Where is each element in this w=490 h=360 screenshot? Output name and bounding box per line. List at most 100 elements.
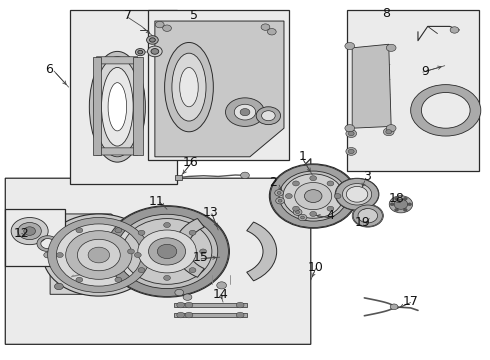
Circle shape (394, 199, 408, 209)
Circle shape (261, 24, 270, 30)
Circle shape (345, 42, 355, 50)
Circle shape (105, 206, 229, 297)
Circle shape (163, 25, 172, 31)
Circle shape (157, 244, 177, 258)
Circle shape (304, 190, 322, 203)
Circle shape (450, 27, 459, 33)
Circle shape (138, 267, 145, 273)
Circle shape (177, 312, 185, 318)
Circle shape (390, 304, 398, 310)
Text: 9: 9 (421, 64, 429, 77)
Circle shape (276, 198, 285, 204)
Circle shape (403, 208, 407, 211)
Polygon shape (50, 214, 113, 294)
Circle shape (352, 204, 383, 227)
Circle shape (164, 222, 171, 228)
Circle shape (390, 203, 394, 206)
Circle shape (115, 277, 122, 282)
Circle shape (327, 181, 334, 186)
Circle shape (177, 302, 185, 308)
Circle shape (54, 219, 63, 225)
Circle shape (386, 130, 392, 134)
Circle shape (138, 230, 145, 235)
Circle shape (403, 197, 407, 200)
Circle shape (389, 196, 413, 213)
Circle shape (394, 197, 398, 200)
Circle shape (240, 109, 250, 116)
Circle shape (66, 231, 132, 279)
Circle shape (310, 176, 317, 181)
Circle shape (335, 178, 379, 210)
Polygon shape (175, 175, 182, 180)
Circle shape (293, 209, 302, 215)
Circle shape (11, 217, 48, 245)
Wedge shape (174, 219, 204, 277)
Circle shape (102, 219, 111, 225)
Circle shape (88, 247, 110, 263)
Circle shape (185, 312, 193, 318)
Circle shape (149, 38, 155, 42)
Circle shape (294, 183, 332, 210)
Circle shape (348, 149, 354, 154)
Circle shape (293, 206, 299, 211)
Circle shape (189, 230, 196, 235)
Circle shape (115, 228, 122, 233)
Circle shape (345, 125, 355, 132)
Text: 4: 4 (327, 209, 335, 222)
Circle shape (44, 252, 51, 258)
Circle shape (138, 50, 143, 54)
Text: 15: 15 (192, 251, 208, 264)
Circle shape (310, 211, 317, 216)
Circle shape (278, 199, 282, 202)
Circle shape (189, 267, 196, 273)
Circle shape (262, 111, 275, 121)
Polygon shape (5, 158, 311, 344)
Circle shape (148, 238, 186, 265)
Circle shape (147, 36, 158, 44)
Polygon shape (352, 44, 391, 128)
Circle shape (334, 194, 341, 199)
Circle shape (18, 222, 41, 240)
Ellipse shape (94, 57, 141, 157)
Circle shape (236, 302, 244, 308)
Text: 10: 10 (308, 261, 323, 274)
Ellipse shape (89, 51, 146, 162)
Circle shape (43, 214, 155, 296)
Circle shape (256, 107, 281, 125)
Circle shape (122, 219, 212, 284)
Circle shape (394, 208, 398, 211)
Circle shape (386, 125, 396, 132)
Polygon shape (97, 57, 138, 64)
Text: 11: 11 (148, 195, 164, 208)
Circle shape (76, 228, 83, 233)
Polygon shape (97, 148, 138, 155)
Text: 16: 16 (183, 156, 198, 168)
Text: 14: 14 (213, 288, 228, 301)
Circle shape (295, 211, 299, 213)
Circle shape (147, 46, 162, 57)
Text: 7: 7 (124, 9, 132, 22)
Text: 12: 12 (14, 227, 30, 240)
Circle shape (270, 164, 357, 228)
Circle shape (298, 214, 307, 221)
Bar (5, 208, 65, 266)
Text: 1: 1 (298, 150, 306, 163)
Circle shape (236, 312, 244, 318)
Wedge shape (106, 206, 228, 296)
Polygon shape (133, 57, 143, 155)
Wedge shape (270, 165, 356, 228)
Wedge shape (336, 179, 378, 210)
Circle shape (386, 44, 396, 51)
Circle shape (138, 230, 196, 273)
Circle shape (283, 174, 343, 218)
Ellipse shape (180, 67, 198, 107)
Circle shape (346, 186, 368, 202)
Text: 6: 6 (45, 63, 52, 76)
Circle shape (77, 239, 120, 271)
Ellipse shape (172, 53, 206, 121)
Circle shape (383, 128, 394, 136)
Text: 5: 5 (190, 9, 198, 22)
Bar (70, 10, 177, 184)
Circle shape (408, 203, 412, 206)
Wedge shape (411, 85, 481, 136)
